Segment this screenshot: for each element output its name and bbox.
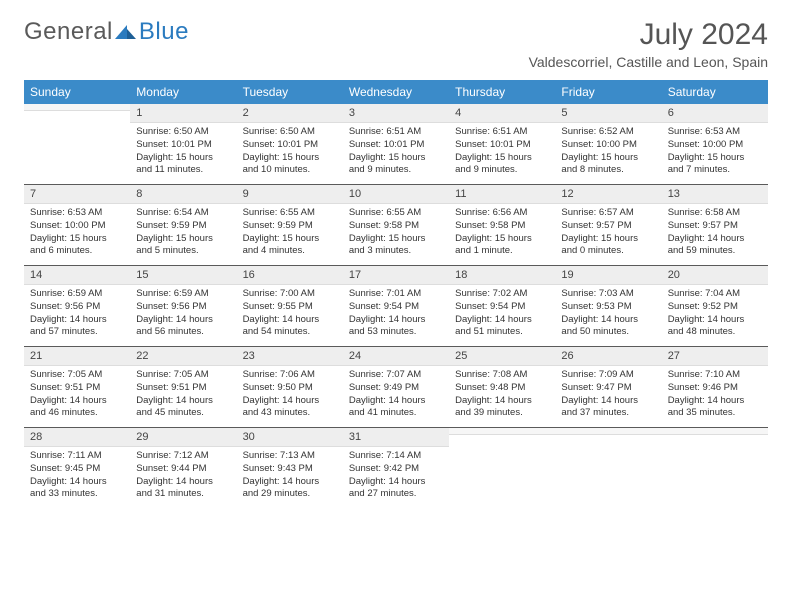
day-details: Sunrise: 7:13 AM Sunset: 9:43 PM Dayligh… [237,447,343,509]
day-number: 5 [555,104,661,123]
day-number: 17 [343,266,449,285]
day-details [24,123,130,185]
calendar-table: Sunday Monday Tuesday Wednesday Thursday… [24,80,768,509]
day-number: 9 [237,185,343,204]
location-label: Valdescorriel, Castille and Leon, Spain [529,54,768,70]
day-number: 8 [130,185,236,204]
day-number: 10 [343,185,449,204]
day-number [449,428,555,435]
day-details: Sunrise: 6:59 AM Sunset: 9:56 PM Dayligh… [130,285,236,347]
page-title: July 2024 [529,18,768,52]
day-details: Sunrise: 7:12 AM Sunset: 9:44 PM Dayligh… [130,447,236,509]
day-header-row: Sunday Monday Tuesday Wednesday Thursday… [24,80,768,104]
day-header-sunday: Sunday [24,80,130,104]
week-content-row: Sunrise: 7:05 AM Sunset: 9:51 PM Dayligh… [24,366,768,428]
day-details: Sunrise: 6:59 AM Sunset: 9:56 PM Dayligh… [24,285,130,347]
day-header-tuesday: Tuesday [237,80,343,104]
day-header-wednesday: Wednesday [343,80,449,104]
day-number: 21 [24,347,130,366]
logo-text-blue: Blue [139,18,189,46]
day-header-thursday: Thursday [449,80,555,104]
title-block: July 2024 Valdescorriel, Castille and Le… [529,18,768,74]
day-number: 20 [662,266,768,285]
day-number: 2 [237,104,343,123]
day-details: Sunrise: 7:09 AM Sunset: 9:47 PM Dayligh… [555,366,661,428]
week-number-row: 14151617181920 [24,266,768,285]
day-number: 22 [130,347,236,366]
logo: General Blue [24,18,189,46]
day-number: 16 [237,266,343,285]
week-content-row: Sunrise: 6:59 AM Sunset: 9:56 PM Dayligh… [24,285,768,347]
day-details: Sunrise: 6:52 AM Sunset: 10:00 PM Daylig… [555,123,661,185]
week-number-row: 78910111213 [24,185,768,204]
day-number: 25 [449,347,555,366]
day-number: 24 [343,347,449,366]
day-number: 3 [343,104,449,123]
day-details: Sunrise: 6:56 AM Sunset: 9:58 PM Dayligh… [449,204,555,266]
day-header-saturday: Saturday [662,80,768,104]
day-number: 13 [662,185,768,204]
day-number: 29 [130,428,236,447]
day-header-friday: Friday [555,80,661,104]
day-details: Sunrise: 6:58 AM Sunset: 9:57 PM Dayligh… [662,204,768,266]
day-number [662,428,768,435]
week-number-row: 21222324252627 [24,347,768,366]
logo-triangle-icon [115,23,137,41]
day-details: Sunrise: 7:07 AM Sunset: 9:49 PM Dayligh… [343,366,449,428]
day-details: Sunrise: 7:14 AM Sunset: 9:42 PM Dayligh… [343,447,449,509]
day-number: 28 [24,428,130,447]
week-number-row: 123456 [24,104,768,123]
day-details: Sunrise: 7:02 AM Sunset: 9:54 PM Dayligh… [449,285,555,347]
day-details [662,447,768,509]
day-details: Sunrise: 6:54 AM Sunset: 9:59 PM Dayligh… [130,204,236,266]
day-number: 15 [130,266,236,285]
day-number: 6 [662,104,768,123]
day-number [555,428,661,435]
day-details: Sunrise: 6:57 AM Sunset: 9:57 PM Dayligh… [555,204,661,266]
day-number: 14 [24,266,130,285]
week-content-row: Sunrise: 7:11 AM Sunset: 9:45 PM Dayligh… [24,447,768,509]
day-number: 23 [237,347,343,366]
day-details: Sunrise: 6:53 AM Sunset: 10:00 PM Daylig… [662,123,768,185]
day-details: Sunrise: 7:10 AM Sunset: 9:46 PM Dayligh… [662,366,768,428]
logo-text-general: General [24,18,113,46]
day-number: 18 [449,266,555,285]
day-number: 11 [449,185,555,204]
day-details: Sunrise: 6:51 AM Sunset: 10:01 PM Daylig… [343,123,449,185]
day-number: 19 [555,266,661,285]
day-details: Sunrise: 7:00 AM Sunset: 9:55 PM Dayligh… [237,285,343,347]
day-number: 31 [343,428,449,447]
day-details [555,447,661,509]
day-details: Sunrise: 6:55 AM Sunset: 9:58 PM Dayligh… [343,204,449,266]
week-number-row: 28293031 [24,428,768,447]
day-details: Sunrise: 7:05 AM Sunset: 9:51 PM Dayligh… [130,366,236,428]
header: General Blue July 2024 Valdescorriel, Ca… [24,18,768,74]
day-header-monday: Monday [130,80,236,104]
week-content-row: Sunrise: 6:53 AM Sunset: 10:00 PM Daylig… [24,204,768,266]
day-details: Sunrise: 7:06 AM Sunset: 9:50 PM Dayligh… [237,366,343,428]
day-number: 30 [237,428,343,447]
day-details: Sunrise: 7:05 AM Sunset: 9:51 PM Dayligh… [24,366,130,428]
day-details: Sunrise: 6:51 AM Sunset: 10:01 PM Daylig… [449,123,555,185]
day-number: 7 [24,185,130,204]
day-details: Sunrise: 7:01 AM Sunset: 9:54 PM Dayligh… [343,285,449,347]
day-number: 12 [555,185,661,204]
day-details: Sunrise: 6:55 AM Sunset: 9:59 PM Dayligh… [237,204,343,266]
day-details: Sunrise: 6:53 AM Sunset: 10:00 PM Daylig… [24,204,130,266]
day-details: Sunrise: 6:50 AM Sunset: 10:01 PM Daylig… [237,123,343,185]
day-details: Sunrise: 7:11 AM Sunset: 9:45 PM Dayligh… [24,447,130,509]
day-details: Sunrise: 7:03 AM Sunset: 9:53 PM Dayligh… [555,285,661,347]
day-number: 26 [555,347,661,366]
day-number: 27 [662,347,768,366]
day-details: Sunrise: 7:04 AM Sunset: 9:52 PM Dayligh… [662,285,768,347]
day-details: Sunrise: 6:50 AM Sunset: 10:01 PM Daylig… [130,123,236,185]
day-number [24,104,130,111]
day-details [449,447,555,509]
day-number: 4 [449,104,555,123]
day-number: 1 [130,104,236,123]
day-details: Sunrise: 7:08 AM Sunset: 9:48 PM Dayligh… [449,366,555,428]
week-content-row: Sunrise: 6:50 AM Sunset: 10:01 PM Daylig… [24,123,768,185]
